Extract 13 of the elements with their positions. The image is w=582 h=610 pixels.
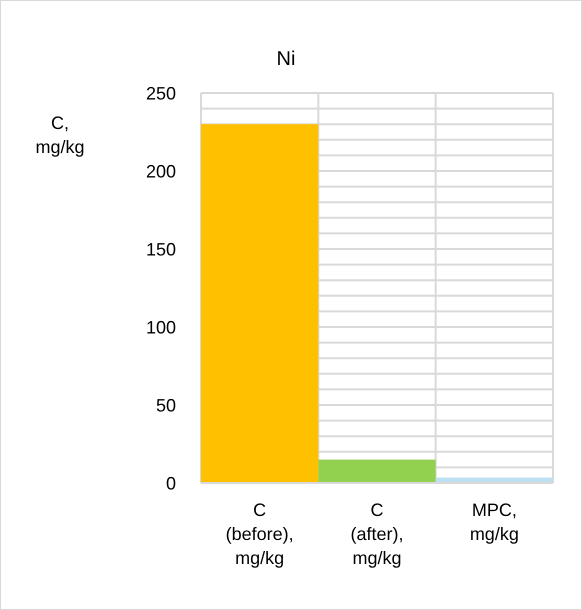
- bar: [201, 124, 318, 483]
- y-tick-label: 100: [146, 317, 176, 338]
- chart-title: Ni: [276, 48, 296, 70]
- x-tick-label: C (before), mg/kg: [226, 500, 294, 568]
- y-tick-label: 0: [166, 473, 176, 494]
- y-tick-label: 150: [146, 239, 176, 260]
- bar: [318, 460, 436, 483]
- y-tick-label: 50: [156, 395, 176, 416]
- y-axis-title: C, mg/kg: [35, 113, 85, 157]
- x-tick-label: MPC, mg/kg: [470, 500, 519, 544]
- y-tick-label: 200: [146, 161, 176, 182]
- x-tick-label: C (after), mg/kg: [350, 500, 404, 568]
- y-tick-label: 250: [146, 83, 176, 104]
